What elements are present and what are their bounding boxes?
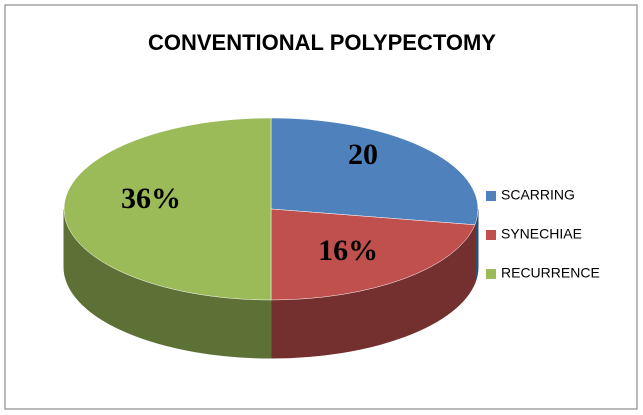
data-label: 16% bbox=[318, 234, 378, 267]
legend-label: RECURRENCE bbox=[501, 265, 600, 281]
data-label: 20 bbox=[348, 138, 378, 171]
legend-swatch bbox=[486, 191, 496, 201]
slice bbox=[63, 117, 272, 301]
data-label: 36% bbox=[121, 182, 181, 215]
slice bbox=[270, 208, 476, 301]
legend-swatch bbox=[486, 230, 496, 240]
legend-label: SYNECHIAE bbox=[501, 226, 582, 242]
chart-title: CONVENTIONAL POLYPECTOMY bbox=[148, 30, 496, 55]
legend-label: SCARRING bbox=[501, 187, 575, 203]
legend-swatch bbox=[486, 269, 496, 279]
slice bbox=[270, 117, 479, 226]
